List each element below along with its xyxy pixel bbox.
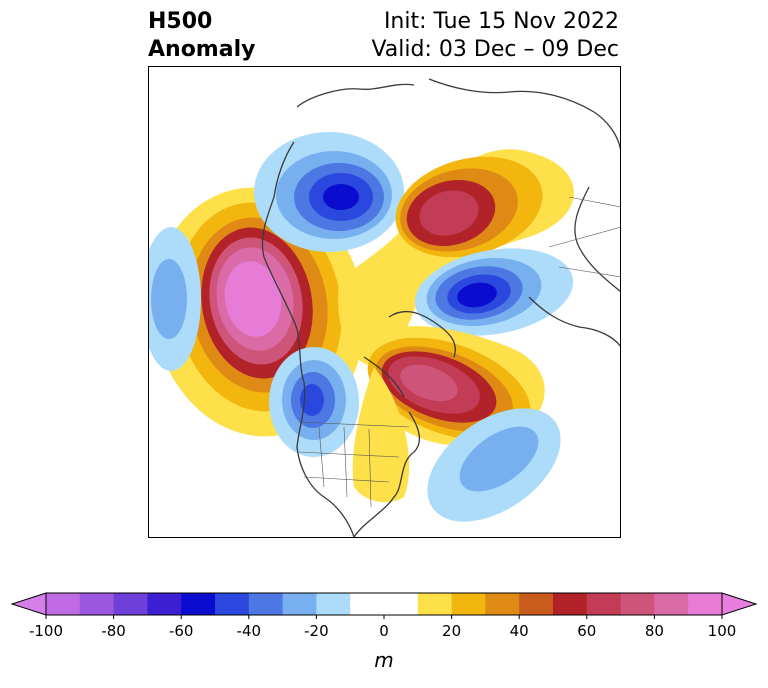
colorbar-bin xyxy=(417,593,453,615)
colorbar-bin xyxy=(113,593,148,615)
colorbar-bin xyxy=(620,593,655,615)
colorbar-bin xyxy=(79,593,115,615)
title-left: H500 Anomaly xyxy=(148,8,255,64)
colorbar-bin xyxy=(485,593,520,615)
colorbar-tick-label: -80 xyxy=(101,622,126,640)
colorbar-bin xyxy=(46,593,81,615)
colorbar-svg: -100 -80 -60 -40 -20 0 20 40 60 80 100 m xyxy=(10,592,758,672)
atlantic-trough-anomaly xyxy=(427,408,561,522)
colorbar-bin xyxy=(654,593,689,615)
title-variable: H500 xyxy=(148,9,213,34)
title-field: Anomaly xyxy=(148,37,256,62)
anomaly-shading xyxy=(149,132,574,522)
colorbar-bin xyxy=(215,593,250,615)
colorbar-tick-label: 60 xyxy=(577,622,596,640)
colorbar-extend-low xyxy=(10,592,47,616)
colorbar-bin xyxy=(451,593,486,615)
colorbar-unit-label: m xyxy=(374,648,393,672)
west-us-trough-anomaly xyxy=(269,347,359,457)
colorbar-bin xyxy=(248,593,284,615)
colorbar-tick-label: 100 xyxy=(708,622,737,640)
colorbar-tick-label: -40 xyxy=(237,622,262,640)
political-borders xyxy=(298,196,620,508)
colorbar-tick-label: 40 xyxy=(510,622,529,640)
map-canvas xyxy=(149,78,620,537)
europe-trough-anomaly xyxy=(414,248,574,336)
east-us-ridge-anomaly xyxy=(352,367,410,503)
colorbar-bin xyxy=(316,593,351,615)
colorbar-tick-label: -60 xyxy=(169,622,194,640)
colorbar-bin xyxy=(519,593,554,615)
colorbar-bin xyxy=(350,593,419,615)
colorbar-bin xyxy=(147,593,182,615)
colorbar: -100 -80 -60 -40 -20 0 20 40 60 80 100 m xyxy=(0,586,768,684)
polar-ridge-anomaly xyxy=(338,149,574,367)
colorbar-extend-high xyxy=(721,592,758,616)
anomaly-map xyxy=(148,66,621,538)
colorbar-tick-label: 20 xyxy=(442,622,461,640)
colorbar-bin xyxy=(688,593,723,615)
colorbar-tick-label: -100 xyxy=(29,622,63,640)
colorbar-bin xyxy=(586,593,622,615)
colorbar-bin xyxy=(282,593,317,615)
colorbar-tick-label: 80 xyxy=(645,622,664,640)
arctic-trough-anomaly xyxy=(254,132,404,252)
west-edge-trough-anomaly xyxy=(149,227,201,371)
valid-range: Valid: 03 Dec – 09 Dec xyxy=(371,37,619,62)
coastlines xyxy=(261,78,620,537)
colorbar-tick-label: 0 xyxy=(379,622,389,640)
colorbar-tick-label: -20 xyxy=(304,622,329,640)
colorbar-bin xyxy=(553,593,588,615)
colorbar-bin xyxy=(181,593,216,615)
title-right: Init: Tue 15 Nov 2022 Valid: 03 Dec – 09… xyxy=(371,8,619,64)
init-date: Init: Tue 15 Nov 2022 xyxy=(383,9,619,34)
